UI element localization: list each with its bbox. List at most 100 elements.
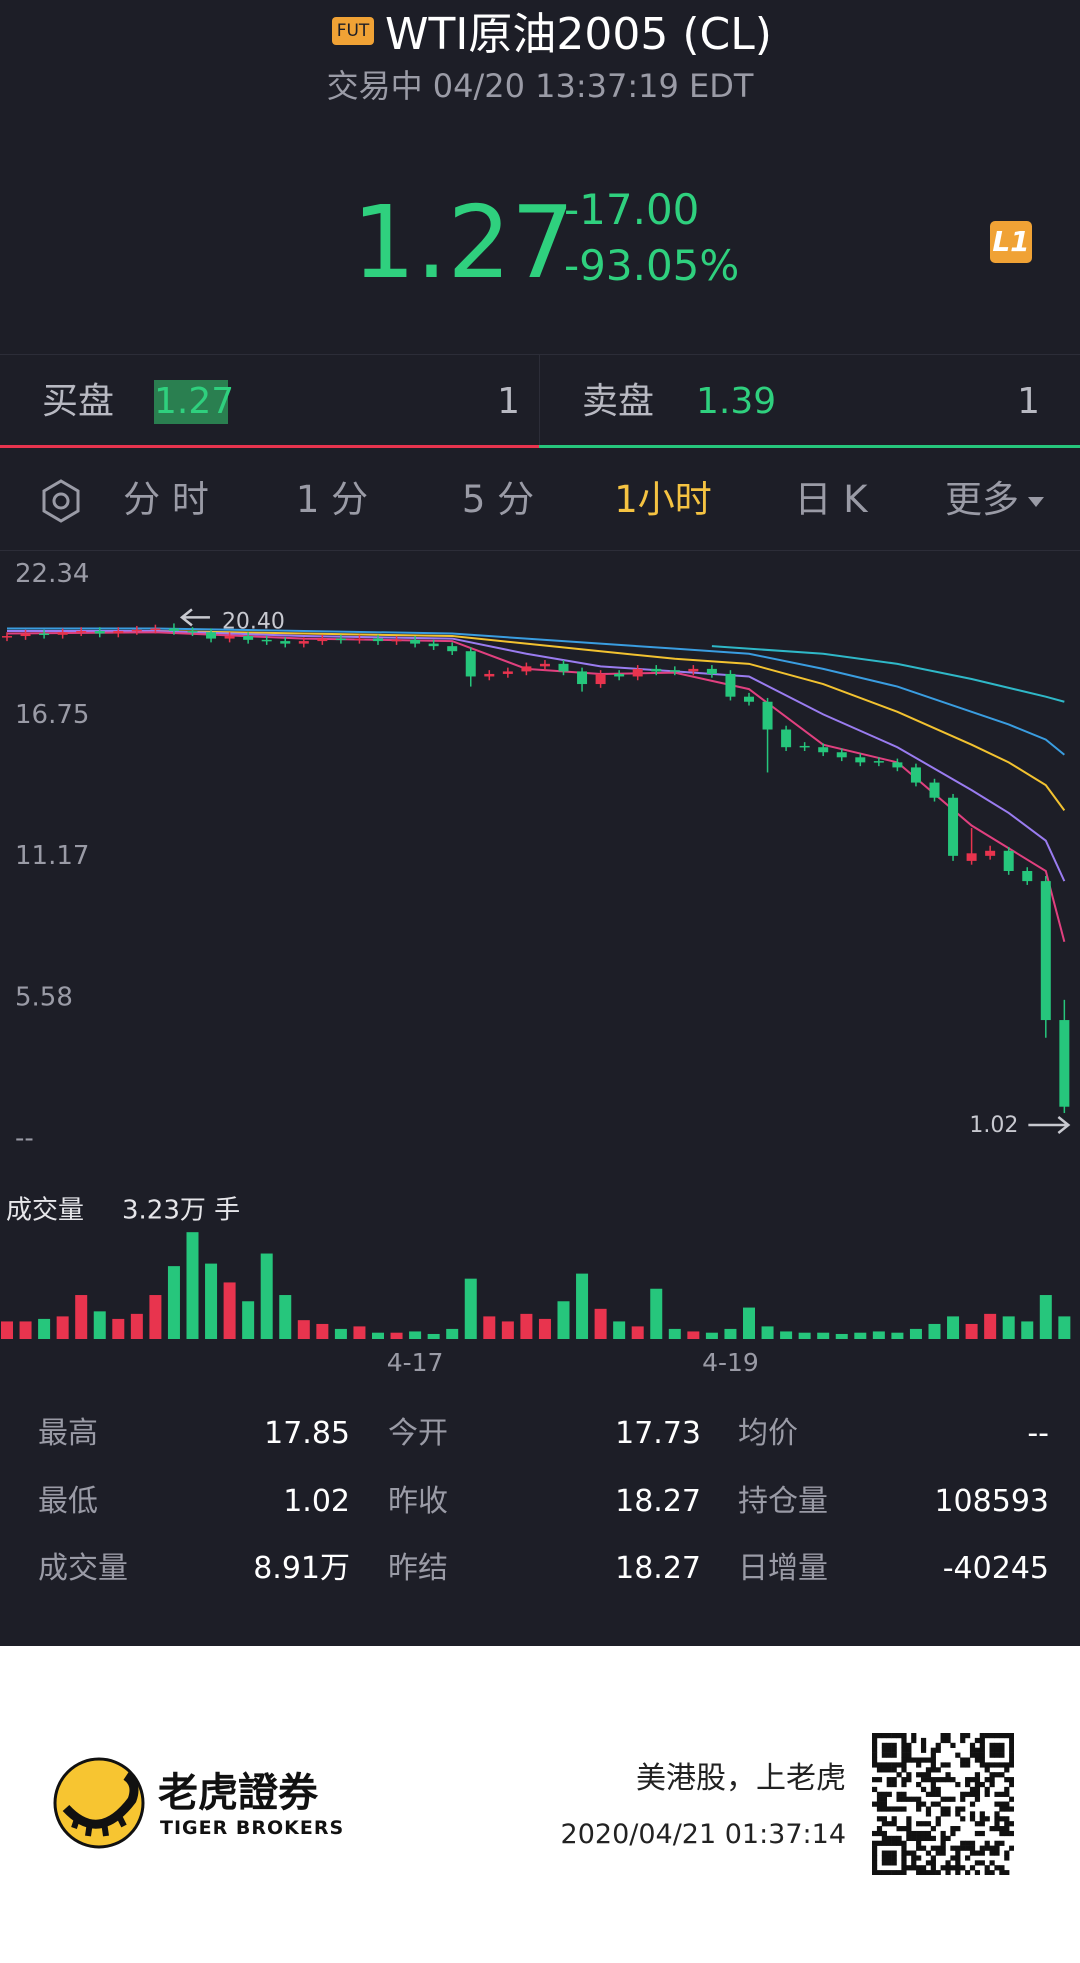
qr-module	[901, 1860, 907, 1866]
qr-module	[974, 1870, 981, 1875]
qr-module	[945, 1733, 951, 1739]
qr-module	[940, 1845, 946, 1851]
qr-module	[872, 1830, 878, 1837]
qr-module	[960, 1806, 966, 1812]
qr-module	[901, 1806, 907, 1812]
qr-module	[930, 1870, 936, 1875]
tab[interactable]: 日 K	[794, 478, 868, 521]
qr-module	[881, 1791, 887, 1797]
qr-module	[1004, 1850, 1010, 1856]
qr-module	[876, 1826, 883, 1832]
volume-bar	[353, 1326, 366, 1339]
qr-module	[891, 1821, 897, 1827]
candle-body	[836, 752, 847, 758]
qr-module	[945, 1796, 951, 1802]
qr-code[interactable]	[872, 1733, 1014, 1875]
qr-module	[916, 1801, 922, 1807]
high-marker-arrow	[179, 608, 210, 627]
qr-module	[881, 1742, 887, 1748]
qr-module	[969, 1801, 976, 1807]
qr-module	[1009, 1762, 1014, 1768]
qr-module	[1004, 1733, 1010, 1739]
volume-bar	[965, 1323, 978, 1339]
qr-module	[945, 1835, 951, 1842]
stat-label: 均价	[738, 1416, 798, 1451]
volume-bar	[279, 1295, 292, 1339]
qr-module	[925, 1767, 932, 1773]
qr-module	[901, 1781, 907, 1788]
qr-module	[950, 1777, 956, 1783]
qr-module	[901, 1757, 907, 1763]
qr-module	[906, 1850, 912, 1856]
qr-module	[891, 1752, 897, 1758]
qr-module	[876, 1762, 883, 1768]
qr-module	[979, 1742, 985, 1748]
divider	[0, 550, 1080, 551]
qr-module	[945, 1860, 951, 1866]
qr-module	[872, 1762, 878, 1768]
qr-module	[876, 1791, 883, 1797]
qr-module	[1004, 1870, 1010, 1875]
qr-module	[960, 1865, 966, 1871]
volume-bar	[576, 1273, 589, 1339]
qr-module	[979, 1811, 985, 1817]
qr-module	[920, 1757, 927, 1763]
qr-module	[969, 1747, 976, 1753]
qr-module	[965, 1840, 971, 1846]
qr-module	[896, 1826, 902, 1832]
qr-module	[974, 1821, 981, 1827]
candle-body	[1040, 881, 1051, 1021]
qr-module	[881, 1821, 887, 1827]
qr-module	[935, 1801, 941, 1807]
tab[interactable]: 1小时	[614, 478, 712, 521]
qr-module	[940, 1830, 946, 1837]
qr-module	[925, 1772, 932, 1778]
tab[interactable]: 更多	[945, 478, 1019, 521]
qr-module	[1009, 1781, 1014, 1788]
qr-module	[906, 1757, 912, 1763]
qr-module	[989, 1781, 995, 1788]
qr-module	[1009, 1757, 1014, 1763]
high-marker-label: 20.40	[222, 609, 285, 634]
low-marker-label: 1.02	[969, 1113, 1018, 1138]
y-tick-label: 5.58	[15, 982, 73, 1012]
qr-module	[891, 1767, 897, 1773]
qr-module	[989, 1733, 995, 1739]
volume-bar	[613, 1321, 626, 1339]
qr-module	[979, 1752, 985, 1758]
qr-module	[969, 1845, 976, 1851]
qr-module	[989, 1850, 995, 1856]
qr-module	[901, 1733, 907, 1739]
candle-body	[595, 673, 606, 685]
qr-module	[876, 1870, 883, 1875]
tab[interactable]: 1 分	[295, 478, 369, 521]
level-badge[interactable]: L1	[990, 221, 1032, 263]
candle-body	[521, 666, 532, 672]
qr-module	[906, 1796, 912, 1802]
tab[interactable]: 分 时	[123, 478, 209, 521]
qr-module	[1004, 1826, 1010, 1832]
qr-module	[965, 1791, 971, 1797]
qr-module	[974, 1747, 981, 1753]
qr-module	[989, 1742, 995, 1748]
qr-module	[876, 1830, 883, 1837]
qr-module	[925, 1850, 932, 1856]
qr-module	[872, 1777, 878, 1783]
settings-icon[interactable]	[38, 478, 84, 524]
candlestick-chart: 22.34 16.75 11.17 5.58 -- 20.40 1.02 成交量 3.23万 手…	[1, 559, 1071, 1377]
qr-module	[940, 1762, 946, 1768]
qr-module	[872, 1850, 878, 1856]
qr-module	[906, 1835, 912, 1842]
qr-module	[1009, 1777, 1014, 1783]
qr-module	[901, 1777, 907, 1783]
qr-module	[1004, 1767, 1010, 1773]
qr-module	[916, 1865, 922, 1871]
qr-module	[876, 1816, 883, 1822]
qr-module	[920, 1830, 927, 1837]
candle-body	[762, 701, 773, 730]
qr-module	[1009, 1737, 1014, 1744]
volume-bar	[149, 1295, 162, 1339]
x-label: 4-17	[387, 1348, 444, 1377]
tab[interactable]: 5 分	[461, 478, 535, 521]
candle-body	[1003, 850, 1014, 872]
